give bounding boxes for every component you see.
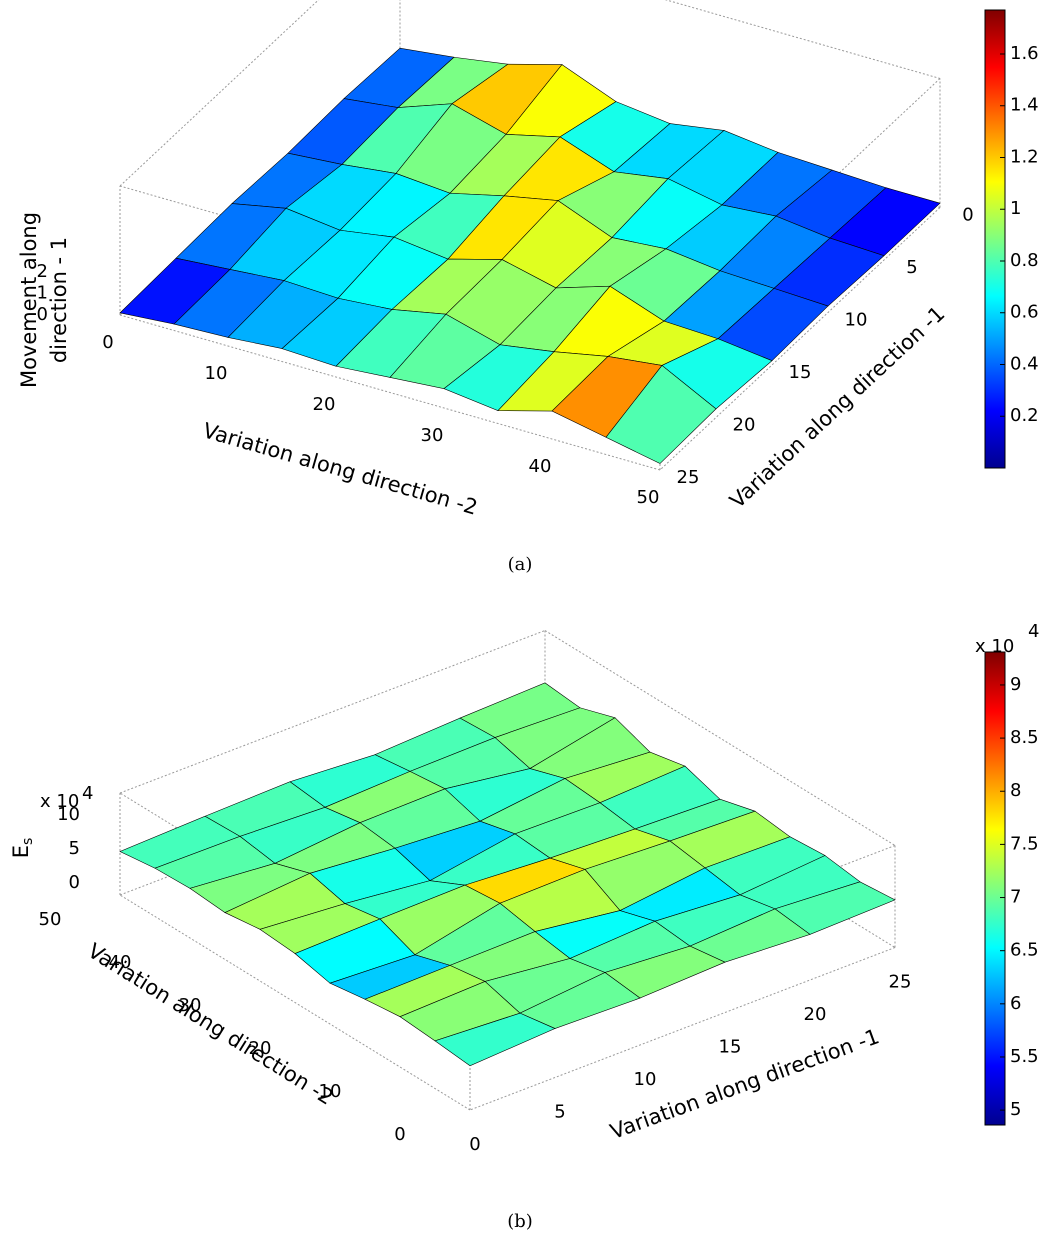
x-tick-label: 10 [205,363,228,384]
z-axis-label: direction - 1 [47,237,71,363]
colorbar-tick-label: 7.5 [1010,833,1039,854]
colorbar-tick-label: 0.4 [1010,353,1039,374]
z-tick-label: 10 [57,804,80,825]
colorbar-tick-label: 1.2 [1010,146,1039,167]
y-tick-label: 10 [634,1069,657,1090]
x-tick-label: 40 [109,952,132,973]
x-tick-label: 30 [421,425,444,446]
colorbar-tick-label: 5 [1010,1099,1021,1120]
x-tick-label: 20 [313,394,336,415]
box-edge [119,314,661,471]
colorbar [984,9,1006,469]
colorbar-multiplier-exp: 4 [1028,621,1039,642]
colorbar-tick-label: 0.6 [1010,302,1039,323]
colorbar-tick-label: 1 [1010,198,1021,219]
y-tick-label: 10 [845,310,868,331]
y-tick-label: 0 [962,205,973,226]
box-edge [119,894,471,1111]
y-tick-label: 5 [554,1102,565,1123]
colorbar-tick-label: 1.4 [1010,95,1039,116]
colorbar-tick-label: 0.2 [1010,405,1039,426]
z-axis-label-sub: s [20,838,36,845]
x-tick-label: 0 [394,1124,405,1145]
colorbar-multiplier: x 10 [975,636,1014,657]
box-edge [544,630,896,846]
x-tick-label: 10 [319,1081,342,1102]
box-edge [664,0,941,79]
y-tick-label: 0 [469,1134,480,1155]
x-tick-label: 0 [102,332,113,353]
colorbar-tick-label: 5.5 [1010,1046,1039,1067]
z-multiplier-exp: 4 [82,783,93,804]
surface-patch [605,365,717,464]
y-tick-label: 20 [733,415,756,436]
y-tick-label: 15 [719,1037,742,1058]
colorbar-tick-label: 6 [1010,993,1021,1014]
z-axis-label: Es [9,838,36,859]
z-tick-label: 5 [69,838,80,859]
y-tick-label: 15 [789,362,812,383]
x-axis-label: Variation along direction -2 [84,939,338,1110]
x-tick-label: 20 [249,1038,272,1059]
x-tick-label: 50 [637,487,660,508]
x-tick-label: 50 [39,909,62,930]
y-tick-label: 20 [804,1004,827,1025]
z-tick-label: 0 [69,872,80,893]
colorbar-tick-label: 6.5 [1010,940,1039,961]
z-tick-label: 0 [37,304,48,325]
z-multiplier: x 10 [40,791,79,812]
colorbar-tick-label: 0.8 [1010,250,1039,271]
y-tick-label: 25 [677,467,700,488]
colorbar-tick-label: 1.6 [1010,43,1039,64]
x-tick-label: 40 [529,456,552,477]
z-axis-label-main: E [9,845,33,858]
x-tick-label: 30 [179,995,202,1016]
colorbar-tick-label: 8 [1010,780,1021,801]
caption: (a) [508,554,533,575]
y-tick-label: 25 [889,972,912,993]
caption: (b) [507,1211,533,1232]
y-tick-label: 5 [906,257,917,278]
surface-patch [434,1012,556,1067]
colorbar [984,651,1006,1126]
z-axis-label: Movement along [17,212,41,388]
z-tick-label: 2 [37,261,48,282]
colorbar-tick-label: 8.5 [1010,727,1039,748]
z-tick-label: 1 [37,283,48,304]
colorbar-tick-label: 7 [1010,887,1021,908]
colorbar-tick-label: 9 [1010,674,1021,695]
